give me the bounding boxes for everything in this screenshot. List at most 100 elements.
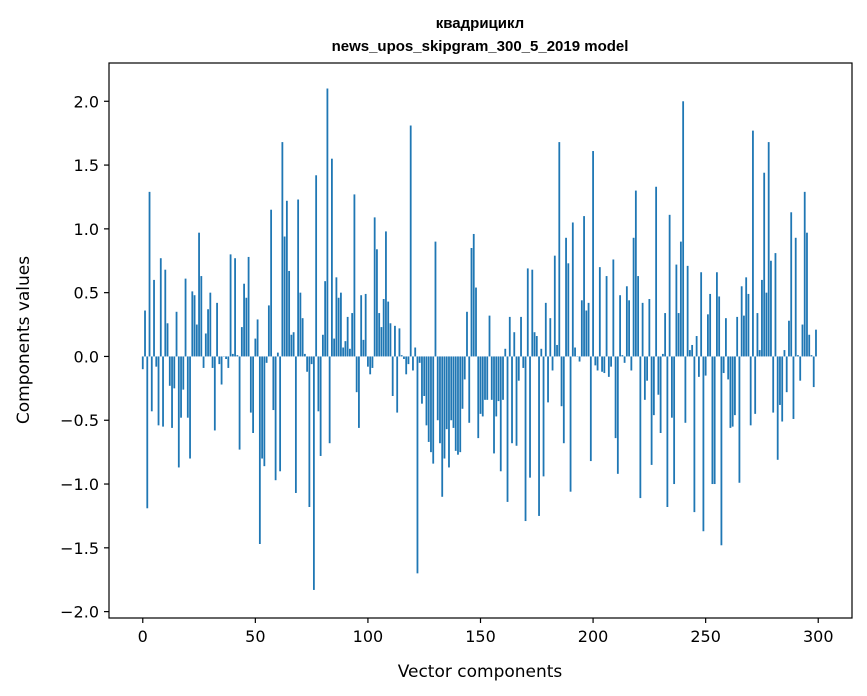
bar [452,356,455,428]
bar [427,356,430,442]
bar [470,248,473,357]
bar [598,267,601,357]
bar [387,301,390,357]
bar [202,356,205,368]
bar [373,217,376,357]
bar [416,356,419,574]
bar [495,356,498,417]
bar [560,356,563,407]
bar [621,355,624,357]
bar [315,175,318,357]
bar [574,347,576,357]
bar [231,353,234,357]
bar [407,356,410,365]
bar [445,356,448,430]
bar [337,297,340,357]
bar [567,263,570,357]
bar [659,356,662,433]
bar [682,101,685,357]
bar [209,292,212,357]
bar [740,286,743,357]
bar [409,125,412,357]
bar [281,142,284,357]
bar [625,286,628,357]
bar [484,356,486,400]
bar [815,329,817,357]
bar [596,356,599,371]
bar [362,339,365,357]
bar [144,310,146,357]
bar [725,318,727,357]
bar [430,356,432,453]
bar [770,260,772,357]
bar [301,318,304,357]
bar [698,356,700,377]
bar [234,258,236,357]
bar [369,356,372,375]
x-axis-ticks: 0 50 100 150 200 250 300 [138,618,834,646]
bar [670,356,673,418]
bar [461,356,464,409]
y-axis-label: Components values [14,256,34,424]
bar [583,216,585,357]
bar [646,356,649,381]
bar [285,200,288,357]
y-tick-label: −0.5 [60,411,99,430]
bar [459,356,462,453]
bar [385,231,387,357]
bar [195,324,198,357]
bar [463,356,466,380]
bar [326,88,329,357]
bar [265,356,268,363]
bar [220,356,223,385]
bar [490,356,493,400]
bar [743,315,745,357]
bar [731,356,734,427]
bar [790,212,793,357]
bar [540,348,543,357]
bar [159,258,162,357]
bar [441,356,444,497]
bar [535,336,538,357]
bar [457,356,459,455]
bar [173,356,176,389]
bar [648,299,651,357]
bar [761,279,763,357]
bar [213,356,216,431]
bar [378,313,381,357]
bar [421,356,423,404]
bar [475,287,477,357]
bar [727,356,730,380]
bar [331,158,333,357]
bar [227,356,230,368]
bar [729,356,732,428]
bar [276,352,279,357]
chart-title-line2: news_upos_skipgram_300_5_2019 model [332,38,629,55]
y-tick-label: 0.0 [74,347,99,366]
x-tick-label: 200 [578,627,609,646]
bar [585,310,588,357]
bar [806,232,808,357]
bar [634,190,637,357]
bar [146,356,149,509]
bar [306,356,309,372]
bar [785,356,788,393]
bar [610,356,612,367]
x-tick-label: 250 [690,627,721,646]
bar [198,232,200,357]
bar [781,356,784,422]
bar [486,356,489,400]
bar [569,356,572,492]
bar [630,356,633,371]
bar [294,356,297,493]
bar [553,255,556,357]
bar [340,292,342,357]
bar [767,142,770,357]
bar [425,356,428,426]
bar [200,276,203,357]
bar [488,315,491,357]
bar [245,297,248,357]
bar [216,302,218,357]
bar [317,356,320,412]
bar [335,277,338,357]
